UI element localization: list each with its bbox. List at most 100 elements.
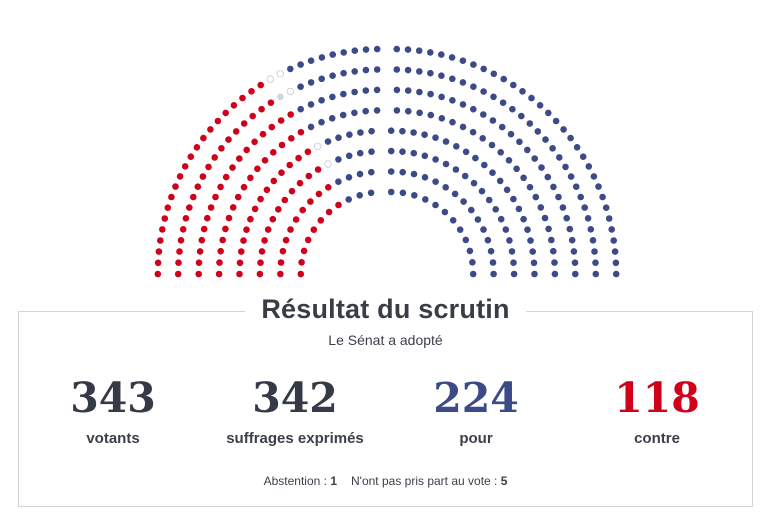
seat-pour (502, 226, 510, 233)
seat-pour (287, 65, 294, 73)
seat-contre (199, 173, 207, 180)
seat-pour (612, 259, 620, 267)
seat-pour (534, 128, 542, 135)
seat-contre (236, 270, 243, 278)
seat-pour (351, 88, 358, 96)
seat-pour (393, 45, 401, 53)
seat-pour (427, 90, 434, 98)
seat-pour (470, 61, 477, 68)
seat-contre (279, 247, 287, 255)
seat-pour (362, 107, 370, 115)
seat-contre (264, 226, 272, 233)
seat-pour (340, 69, 347, 77)
seat-contre (243, 146, 250, 154)
seat-pour (427, 111, 435, 119)
seat-pour (469, 128, 477, 136)
seat-pour (427, 49, 434, 56)
seat-pour (592, 270, 600, 278)
seat-pour (513, 165, 520, 173)
seat-pour (449, 97, 456, 104)
seat-pour (373, 86, 381, 94)
seat-pour (567, 173, 575, 180)
seat-contre (216, 259, 223, 266)
seat-pour (519, 88, 526, 95)
seat-pour (492, 206, 500, 213)
seat-pour (404, 66, 412, 74)
seat-pour (487, 247, 495, 255)
seat-contre (335, 201, 342, 209)
seat-pour (459, 123, 467, 131)
seat-contre (251, 205, 259, 213)
vote-footnote: Abstention : 1 N'ont pas pris part au vot… (0, 474, 771, 488)
seat-pour (542, 136, 549, 143)
seat-pour (480, 226, 487, 233)
seat-pour (566, 225, 574, 233)
seat-pour (524, 226, 531, 233)
seat-contre (194, 183, 202, 190)
seat-pour (602, 204, 610, 211)
seat-contre (181, 163, 189, 170)
seat-pour (442, 160, 450, 168)
seat-pour (448, 54, 456, 61)
seat-pour (410, 149, 418, 157)
seat-contre (240, 120, 248, 127)
seat-pour (532, 193, 540, 201)
abstention-count: 1 (330, 474, 337, 488)
seat-contre (225, 136, 232, 143)
seat-contre (187, 153, 195, 160)
seat-contre (261, 157, 269, 164)
seat-pour (484, 236, 492, 244)
seat-pour (507, 130, 515, 138)
seat-pour (490, 270, 497, 278)
pour-label: pour (459, 430, 493, 447)
seat-contre (305, 172, 313, 180)
seat-pour (351, 109, 358, 117)
seat-pour (529, 248, 536, 255)
seat-pour (509, 105, 516, 113)
seat-contre (248, 88, 255, 95)
seat-pour (328, 115, 336, 122)
seat-contre (296, 179, 304, 187)
seat-contre (295, 154, 302, 162)
seat-pour (421, 174, 429, 181)
seat-pour (520, 215, 527, 223)
seat-contre (254, 165, 261, 173)
seat-pour (329, 93, 336, 101)
seat-contre (154, 259, 162, 267)
seat-contre (304, 236, 312, 244)
seat-pour (362, 46, 370, 53)
seat-contre (292, 216, 300, 223)
seat-pour (570, 248, 578, 255)
seat-pour (480, 88, 487, 95)
seat-contre (315, 190, 323, 198)
seat-pour (577, 193, 584, 201)
seat-pour (451, 190, 459, 198)
seat-contre (267, 99, 275, 106)
seat-pour (587, 226, 595, 233)
seat-pour (459, 57, 467, 64)
seat-pour (340, 90, 347, 98)
seat-pour (442, 138, 450, 145)
seat-non-votant (314, 142, 322, 150)
votants-label: votants (86, 430, 140, 447)
seat-pour (526, 183, 534, 191)
seat-pour (297, 61, 304, 68)
seat-contre (179, 226, 187, 233)
seat-pour (470, 179, 478, 187)
seat-pour (496, 177, 504, 185)
seat-pour (453, 143, 460, 150)
seat-pour (489, 259, 497, 266)
seat-contre (207, 204, 215, 211)
seat-pour (562, 163, 569, 171)
seat-pour (497, 215, 505, 223)
seat-pour (551, 270, 559, 278)
seat-pour (584, 215, 592, 222)
seat-contre (277, 117, 285, 124)
seat-contre (300, 247, 308, 255)
seat-pour (497, 149, 505, 156)
seat-pour (489, 117, 497, 124)
seat-contre (287, 226, 294, 233)
seat-contre (205, 163, 212, 171)
seat-pour (432, 134, 439, 141)
stat-contre: 118 contre (557, 372, 757, 447)
